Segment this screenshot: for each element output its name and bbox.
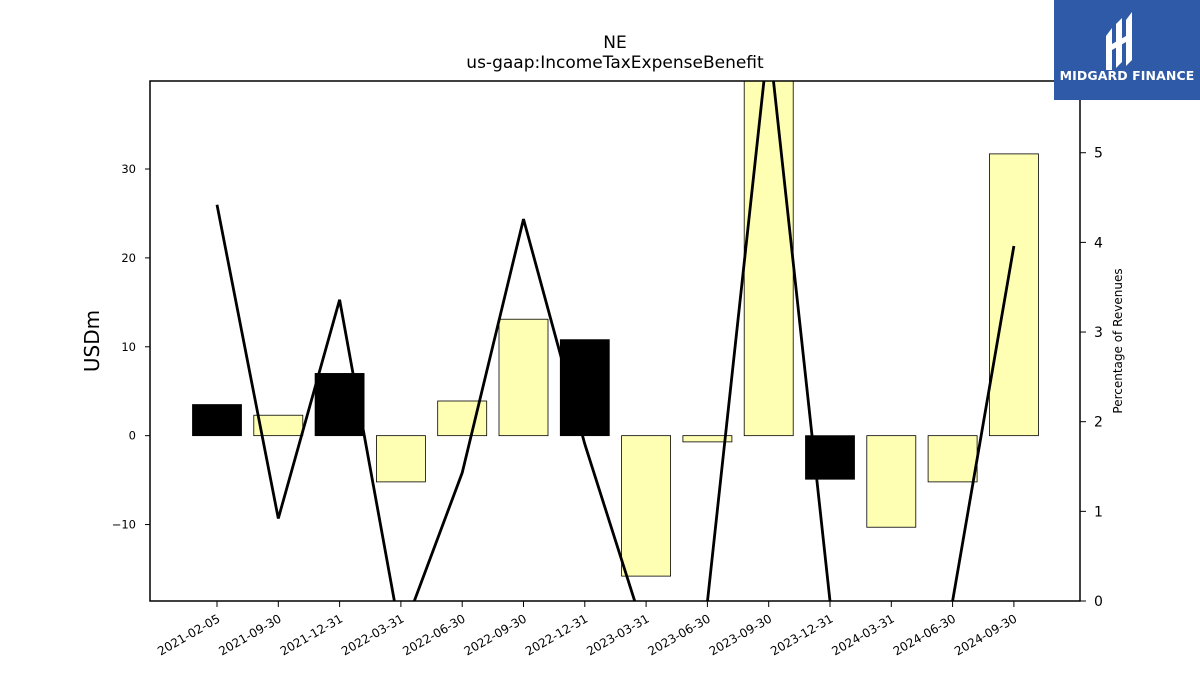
y-tick-label: 0 <box>129 429 136 443</box>
bar <box>375 435 426 483</box>
bar <box>559 339 610 437</box>
x-tick-label: 2023-03-31 <box>584 611 651 658</box>
series-line <box>215 81 1016 601</box>
logo-text: MIDGARD FINANCE <box>1059 68 1195 83</box>
x-tick-label: 2021-02-05 <box>155 611 222 658</box>
y2-tick-label: 2 <box>1094 415 1103 431</box>
y-tick-label: 30 <box>121 162 136 176</box>
y2-tick-label: 4 <box>1094 235 1103 251</box>
bar <box>498 318 549 437</box>
bar <box>927 435 978 483</box>
bar <box>743 81 794 437</box>
y-tick-label: −10 <box>112 518 136 532</box>
bar <box>682 435 733 443</box>
brand-logo: MIDGARD FINANCE <box>1054 0 1200 100</box>
logo-mark-icon <box>1054 0 1200 100</box>
x-tick-label: 2021-12-31 <box>278 611 345 658</box>
x-tick-label: 2023-09-30 <box>707 611 774 658</box>
x-tick-label: 2023-12-31 <box>768 611 835 658</box>
x-tick-label: 2024-03-31 <box>829 611 896 658</box>
y2-tick-label: 0 <box>1094 594 1103 610</box>
plot-frame <box>149 80 1081 602</box>
bar <box>989 153 1039 437</box>
y2-axis-label: Percentage of Revenues <box>1111 268 1125 413</box>
bar <box>192 404 242 437</box>
x-tick-label: 2022-06-30 <box>400 611 467 658</box>
y-tick-label: 10 <box>121 340 136 354</box>
bar <box>314 373 365 437</box>
y2-tick-label: 1 <box>1094 504 1103 520</box>
bar <box>866 435 917 528</box>
y2-tick-label: 5 <box>1094 146 1103 162</box>
chart-subtitle: us-gaap:IncomeTaxExpenseBenefit <box>466 53 764 73</box>
bar <box>253 414 304 437</box>
bar <box>621 435 671 577</box>
x-tick-label: 2023-06-30 <box>645 611 712 658</box>
y-axis-label: USDm <box>80 310 104 372</box>
x-tick-label: 2024-06-30 <box>891 611 958 658</box>
x-tick-label: 2021-09-30 <box>216 611 283 658</box>
chart-title: NE <box>603 33 626 53</box>
x-tick-label: 2022-03-31 <box>339 611 406 658</box>
x-tick-label: 2022-12-31 <box>523 611 590 658</box>
y2-tick-label: 3 <box>1094 325 1103 341</box>
y-tick-label: 20 <box>121 251 136 265</box>
x-tick-label: 2024-09-30 <box>952 611 1019 658</box>
x-tick-label: 2022-09-30 <box>462 611 529 658</box>
